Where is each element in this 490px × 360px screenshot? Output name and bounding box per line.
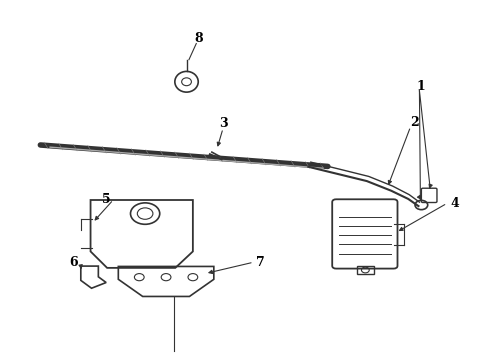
Text: 2: 2: [410, 116, 419, 129]
Text: 5: 5: [102, 193, 110, 206]
Text: 8: 8: [195, 32, 203, 45]
Text: 3: 3: [219, 117, 227, 130]
Text: 1: 1: [417, 80, 426, 93]
Text: 7: 7: [256, 256, 265, 269]
Text: 6: 6: [69, 256, 78, 269]
Text: 4: 4: [450, 197, 459, 210]
